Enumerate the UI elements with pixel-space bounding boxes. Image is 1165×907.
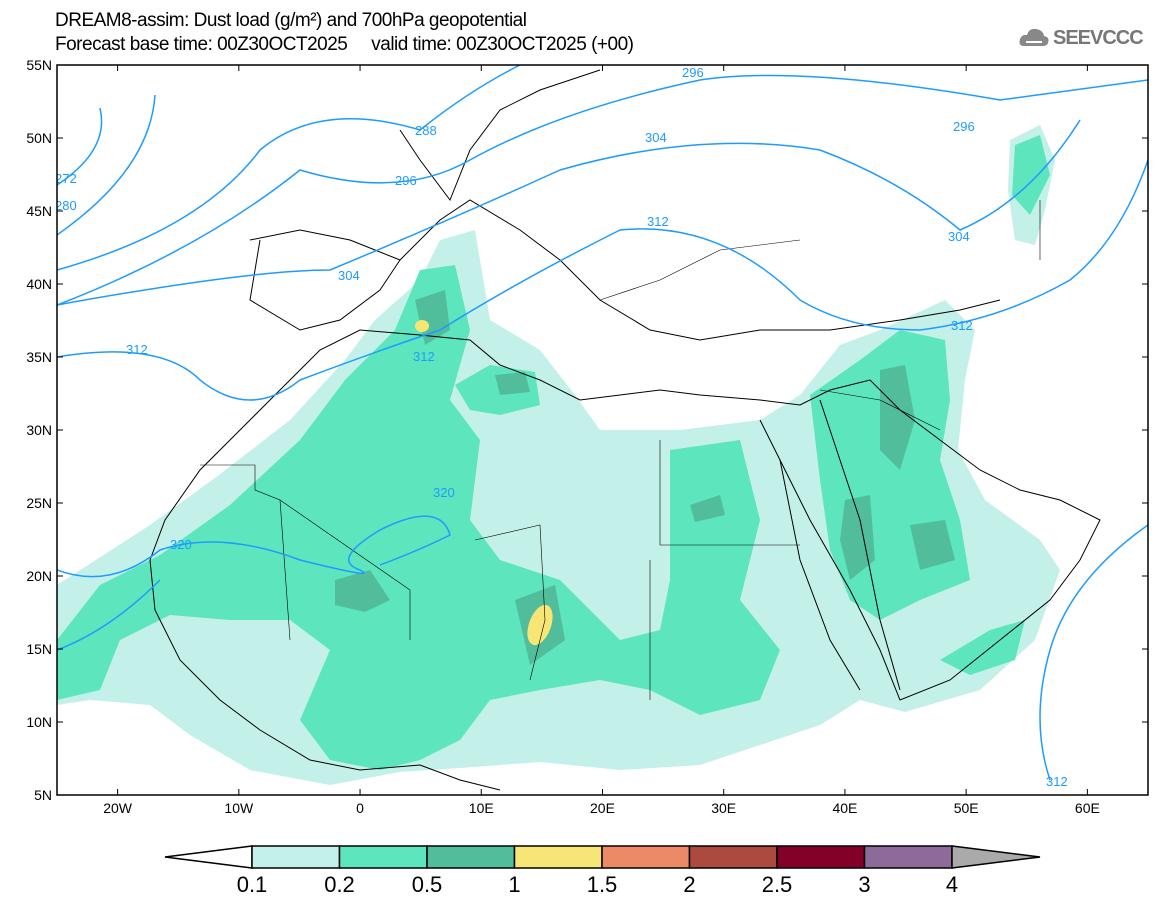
svg-text:304: 304 (645, 130, 667, 145)
svg-text:320: 320 (433, 485, 455, 500)
colorbar-swatch (251, 845, 341, 869)
map-subtitle: Forecast base time: 00Z30OCT2025 valid t… (55, 34, 634, 55)
lat-label: 35N (26, 349, 52, 365)
svg-text:296: 296 (953, 119, 975, 134)
svg-text:312: 312 (951, 318, 973, 333)
colorbar-label: 3 (858, 872, 870, 897)
colorbar-swatch (863, 845, 953, 869)
cloud-logo-icon (1019, 28, 1049, 46)
colorbar-label: 0.2 (324, 872, 355, 897)
svg-text:304: 304 (948, 229, 970, 244)
dust-level-0.2 (57, 265, 780, 770)
colorbar-swatch (776, 845, 866, 869)
dust-level-0.5 (690, 495, 725, 522)
svg-text:312: 312 (647, 214, 669, 229)
colorbar-swatch (426, 845, 516, 869)
dust-level-0.5 (840, 495, 875, 580)
svg-text:272: 272 (55, 171, 77, 186)
lat-label: 25N (26, 495, 52, 511)
lon-label: 20W (103, 800, 133, 816)
dust-level-0.5 (910, 520, 955, 570)
svg-text:280: 280 (55, 198, 77, 213)
svg-text:304: 304 (338, 268, 360, 283)
geopotential-contours (57, 65, 1148, 781)
svg-text:312: 312 (413, 349, 435, 364)
dust-field: 272 280 288 296 296 296 304 304 304 312 … (55, 65, 1148, 791)
colorbar-label: 1.5 (587, 872, 618, 897)
lon-label: 40E (832, 800, 857, 816)
colorbar-label: 2 (683, 872, 695, 897)
colorbar-label: 2.5 (762, 872, 793, 897)
svg-text:312: 312 (126, 342, 148, 357)
lat-label: 15N (26, 641, 52, 657)
seevccc-logo: SEEVCCC (1018, 26, 1144, 50)
dust-level-0.2-yemen (940, 620, 1025, 675)
lat-label: 40N (26, 276, 52, 292)
colorbar-label: 0.5 (412, 872, 443, 897)
dust-level-0.5 (495, 372, 530, 395)
svg-text:296: 296 (682, 65, 704, 80)
lon-label: 20E (590, 800, 615, 816)
lat-label: 45N (26, 203, 52, 219)
lat-label: 5N (34, 787, 52, 803)
lon-label: 60E (1075, 800, 1100, 816)
svg-text:288: 288 (415, 123, 437, 138)
dust-level-1 (527, 604, 553, 646)
colorbar-arrow-high (951, 845, 1041, 869)
lat-label: 50N (26, 130, 52, 146)
dust-level-0.2-caspian (1012, 135, 1050, 215)
lat-label: 55N (26, 57, 52, 73)
colorbar-label: 0.1 (237, 872, 268, 897)
lon-label: 50E (954, 800, 979, 816)
colorbar-swatch (601, 845, 691, 869)
dust-level-1 (415, 320, 429, 332)
colorbar-swatch (688, 845, 778, 869)
map-title: DREAM8-assim: Dust load (g/m²) and 700hP… (55, 10, 527, 31)
svg-text:312: 312 (1046, 774, 1068, 789)
longitude-axis: 20W 10W 0 10E 20E 30E 40E 50E 60E (103, 65, 1100, 816)
contour-labels: 272 280 288 296 296 296 304 304 304 312 … (55, 65, 1068, 789)
lat-label: 30N (26, 422, 52, 438)
dust-level-0.1 (57, 230, 1060, 785)
lon-label: 10E (469, 800, 494, 816)
logo-text: SEEVCCC (1053, 26, 1144, 49)
dust-level-0.5 (880, 365, 915, 470)
lon-label: 0 (356, 800, 364, 816)
lat-label: 20N (26, 568, 52, 584)
svg-text:296: 296 (395, 173, 417, 188)
lon-label: 30E (711, 800, 736, 816)
colorbar-label: 1 (508, 872, 520, 897)
colorbar: 0.1 0.2 0.5 1 1.5 2 2.5 3 4 (164, 845, 1041, 897)
lat-label: 10N (26, 714, 52, 730)
colorbar-swatch (513, 845, 603, 869)
lon-label: 10W (224, 800, 254, 816)
colorbar-swatch (338, 845, 428, 869)
dust-level-0.5 (335, 570, 390, 612)
colorbar-label: 4 (946, 872, 958, 897)
latitude-axis: 55N 50N 45N 40N 35N 30N 25N 20N 15N 10N 5N (26, 57, 1148, 803)
svg-text:320: 320 (170, 537, 192, 552)
borders (200, 200, 1041, 700)
colorbar-arrow-low (164, 845, 253, 869)
